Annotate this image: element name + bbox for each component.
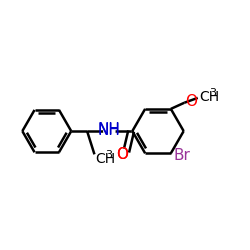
Text: Br: Br — [173, 148, 190, 163]
Text: O: O — [116, 147, 128, 162]
Text: NH: NH — [98, 122, 120, 138]
Text: O: O — [185, 94, 197, 109]
Text: CH: CH — [199, 90, 219, 104]
Circle shape — [116, 149, 127, 160]
Text: CH: CH — [96, 152, 116, 166]
Text: NH: NH — [98, 123, 120, 138]
Text: 3: 3 — [209, 88, 216, 98]
Circle shape — [104, 126, 115, 136]
Text: 3: 3 — [106, 150, 112, 160]
Text: O: O — [116, 147, 128, 162]
